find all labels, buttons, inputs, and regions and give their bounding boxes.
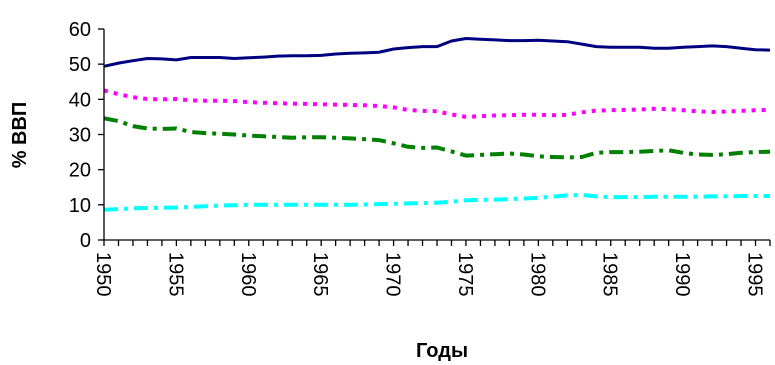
x-tick-label: 1960 bbox=[237, 252, 259, 297]
y-tick-label: 0 bbox=[80, 230, 91, 252]
y-tick-label: 50 bbox=[69, 54, 91, 76]
x-tick-label: 1985 bbox=[599, 252, 621, 297]
x-tick-label: 1995 bbox=[744, 252, 766, 297]
x-axis-title: Годы bbox=[416, 340, 468, 362]
x-tick-label: 1975 bbox=[454, 252, 476, 297]
x-tick-label: 1980 bbox=[526, 252, 548, 297]
y-tick-label: 40 bbox=[69, 89, 91, 111]
y-tick-label: 20 bbox=[69, 160, 91, 182]
x-tick-label: 1965 bbox=[309, 252, 331, 297]
plot-lines bbox=[103, 37, 771, 212]
x-tick-label: 1950 bbox=[92, 252, 114, 297]
series-line-4 bbox=[103, 193, 770, 212]
x-tick-label: 1970 bbox=[382, 252, 404, 297]
y-tick-label: 60 bbox=[69, 19, 91, 41]
y-axis-title: % ВВП bbox=[9, 102, 31, 169]
y-tick-label: 10 bbox=[69, 195, 91, 217]
ticks: 0 10 20 30 40 50 60 1950 1955 1960 1965 1970 1975 198… bbox=[69, 19, 771, 297]
series-line-3 bbox=[103, 116, 771, 160]
series-line-1 bbox=[103, 37, 771, 68]
y-tick-label: 30 bbox=[69, 125, 91, 147]
x-tick-label: 1955 bbox=[164, 252, 186, 297]
series-line-2 bbox=[103, 88, 771, 119]
x-tick-label: 1990 bbox=[671, 252, 693, 297]
